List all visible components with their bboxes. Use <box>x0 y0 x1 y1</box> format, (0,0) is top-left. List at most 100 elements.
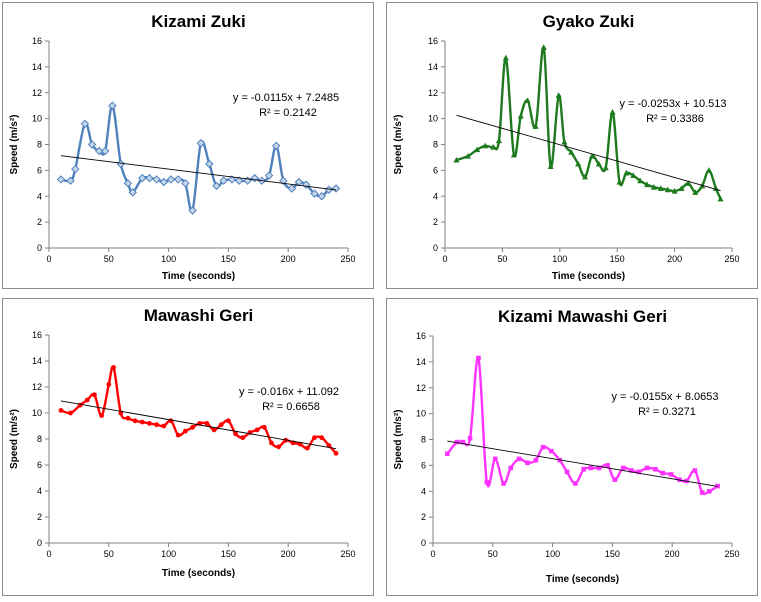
data-point <box>101 146 110 156</box>
x-tick-label: 150 <box>610 254 625 264</box>
data-point <box>92 392 97 398</box>
data-point <box>227 175 237 184</box>
chart-svg-mawashi-geri: Mawashi Geri 0 2 4 6 8 10 12 14 16 0 50 100 150 200 250… <box>9 306 356 579</box>
data-point <box>636 469 642 475</box>
chart-panel-kizami-zuki: Kizami Zuki 0 2 4 6 8 10 12 14 16 0 50 100 150 200 250 T… <box>2 2 374 289</box>
x-tick-label: 0 <box>442 254 447 264</box>
y-tick-label: 4 <box>37 191 42 201</box>
data-point <box>671 187 678 194</box>
data-point <box>555 92 562 98</box>
data-point <box>84 397 90 403</box>
y-tick-label: 4 <box>421 486 426 496</box>
data-point <box>279 176 288 185</box>
x-tick-label: 200 <box>281 254 296 264</box>
data-point <box>573 481 578 486</box>
data-point <box>516 456 522 462</box>
y-tick-label: 10 <box>416 409 426 419</box>
data-point <box>240 435 246 441</box>
y-tick-label: 8 <box>421 435 426 445</box>
x-tick-label: 0 <box>430 549 435 559</box>
x-tick-label: 200 <box>667 254 682 264</box>
data-point <box>272 141 281 151</box>
x-tick-label: 0 <box>46 549 51 559</box>
data-point <box>540 444 546 450</box>
x-tick-label: 0 <box>46 254 51 264</box>
data-point <box>623 169 630 176</box>
series-line <box>60 104 337 213</box>
data-point <box>125 415 131 421</box>
x-tick-label: 50 <box>104 549 114 559</box>
data-point <box>190 424 195 430</box>
y-tick-label: 4 <box>37 486 42 496</box>
data-point <box>319 435 325 441</box>
y-axis-label: Speed (m/s²) <box>393 114 404 174</box>
data-point <box>517 112 524 119</box>
trendline-equation: y = -0.0253x + 10.513 <box>619 98 726 110</box>
y-tick-label: 8 <box>433 140 438 150</box>
data-point <box>490 143 497 150</box>
data-point <box>80 119 90 129</box>
chart-title: Kizami Mawashi Geri <box>498 307 667 326</box>
data-point <box>582 173 589 180</box>
data-point <box>218 422 224 428</box>
data-point <box>549 448 554 454</box>
data-point <box>233 431 238 437</box>
y-tick-label: 6 <box>37 165 42 175</box>
data-point <box>502 54 509 61</box>
data-point <box>333 450 339 456</box>
data-point <box>547 163 554 169</box>
data-point <box>510 151 517 158</box>
data-point <box>173 175 183 184</box>
data-point <box>182 428 188 434</box>
trendline-equation: y = -0.0115x + 7.2485 <box>233 92 339 104</box>
data-point <box>664 186 671 193</box>
data-point <box>326 443 332 448</box>
trendline <box>456 114 721 191</box>
y-tick-label: 10 <box>32 114 42 124</box>
data-point <box>492 456 498 462</box>
x-tick-label: 150 <box>221 549 236 559</box>
x-tick-label: 100 <box>552 254 567 264</box>
x-axis-label: Time (seconds) <box>162 568 235 579</box>
data-point <box>540 44 547 50</box>
chart-svg-gyako-zuki: Gyako Zuki 0 2 4 6 8 10 12 14 16 0 50 100 150 200 250 Ti… <box>393 12 740 282</box>
y-tick-label: 6 <box>421 460 426 470</box>
y-tick-label: 0 <box>37 243 42 253</box>
data-point <box>612 477 618 482</box>
data-point <box>685 180 692 186</box>
data-point <box>668 472 674 477</box>
data-point <box>644 181 651 188</box>
data-point <box>168 418 174 424</box>
y-tick-label: 10 <box>32 408 42 418</box>
data-point <box>561 138 568 145</box>
data-point <box>99 413 105 418</box>
data-point <box>692 189 699 195</box>
y-tick-label: 14 <box>32 356 42 366</box>
y-tick-label: 16 <box>428 36 438 46</box>
data-point <box>568 149 575 155</box>
trendline-r-squared: R² = 0.6658 <box>262 401 320 413</box>
x-tick-label: 250 <box>724 549 739 559</box>
data-point <box>467 435 473 441</box>
data-point <box>460 439 466 445</box>
chart-panel-kizami-mawashi-geri: Kizami Mawashi Geri 0 2 4 6 8 10 12 14 16 0 50 100 15… <box>386 298 758 596</box>
data-point <box>264 171 274 180</box>
data-point <box>331 184 341 193</box>
data-point <box>175 432 181 438</box>
x-tick-label: 100 <box>161 254 176 264</box>
data-point <box>596 465 602 471</box>
y-tick-label: 14 <box>428 62 438 72</box>
y-tick-label: 0 <box>37 538 42 548</box>
data-point <box>317 192 326 201</box>
data-point <box>95 146 104 156</box>
data-point <box>211 427 217 433</box>
data-point <box>212 181 221 191</box>
data-point <box>132 418 138 424</box>
x-tick-label: 150 <box>221 254 236 264</box>
y-axis-label: Speed (m/s²) <box>9 114 20 174</box>
data-point <box>525 460 530 466</box>
chart-svg-kizami-mawashi-geri: Kizami Mawashi Geri 0 2 4 6 8 10 12 14 16 0 50 100 15… <box>393 307 740 585</box>
data-point <box>219 176 228 185</box>
x-axis-label: Time (seconds) <box>552 271 625 282</box>
data-point <box>692 468 698 473</box>
